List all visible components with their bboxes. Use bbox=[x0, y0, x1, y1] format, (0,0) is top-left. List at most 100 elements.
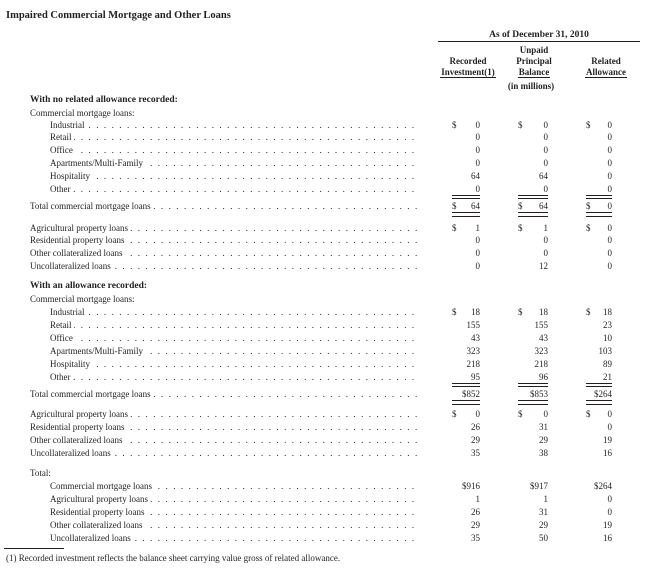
leader-dots: . . . . . . . . . . . . . . . . . . . . … bbox=[30, 248, 420, 258]
leader-dots: . . . . . . . . . . . . . . . . . . . . … bbox=[50, 132, 420, 142]
table-row: Commercial mortgage loans . . . . . . . … bbox=[0, 480, 652, 492]
cell-value: $264 bbox=[594, 389, 612, 399]
table-row: Other collateralized loans . . . . . . .… bbox=[0, 519, 652, 531]
cell-value: 0 bbox=[607, 422, 613, 432]
table-row: Other . . . . . . . . . . . . . . . . . … bbox=[0, 183, 652, 196]
cell-value: $0 bbox=[518, 120, 548, 130]
cell-value: 0 bbox=[518, 183, 548, 196]
cell-value: 31 bbox=[539, 422, 548, 432]
table-row: Agricultural property loans . . . . . . … bbox=[0, 493, 652, 505]
cell-value: 1 bbox=[543, 494, 549, 504]
leader-dots: . . . . . . . . . . . . . . . . . . . . … bbox=[50, 120, 420, 130]
cell-value: 38 bbox=[539, 448, 548, 458]
section-total: Total: bbox=[30, 468, 51, 478]
row-label: Residential property loans . . . . . . .… bbox=[50, 506, 420, 518]
cell-value: $0 bbox=[586, 201, 612, 211]
cell-value: 64 bbox=[539, 171, 548, 181]
dollar-sign: $ bbox=[518, 120, 523, 130]
dollar-sign: $ bbox=[452, 307, 457, 317]
cell-value: 0 bbox=[607, 145, 613, 155]
leader-dots: . . . . . . . . . . . . . . . . . . . . … bbox=[50, 372, 420, 382]
cell-value: 29 bbox=[539, 435, 548, 445]
cell-value: 43 bbox=[471, 333, 480, 343]
cell-value: 96 bbox=[518, 371, 548, 384]
cell-value: 0 bbox=[475, 248, 481, 258]
row-label: Other collateralized loans . . . . . . .… bbox=[30, 435, 420, 445]
cell-value: $0 bbox=[586, 120, 612, 130]
table-row: Retail . . . . . . . . . . . . . . . . .… bbox=[0, 131, 652, 143]
cell-value: $1 bbox=[452, 223, 480, 233]
cell-value: 95 bbox=[452, 371, 480, 384]
cell-value: $64 bbox=[518, 201, 548, 211]
cell-value: $917 bbox=[530, 481, 548, 491]
table-title: Impaired Commercial Mortgage and Other L… bbox=[6, 10, 231, 21]
table-row: Commercial mortgage loans: bbox=[0, 107, 652, 119]
cell-value: 0 bbox=[475, 261, 481, 271]
dollar-sign: $ bbox=[586, 307, 591, 317]
cell-value: 16 bbox=[603, 533, 612, 543]
row-label: Residential property loans . . . . . . .… bbox=[30, 422, 420, 432]
table-row: Hospitality . . . . . . . . . . . . . . … bbox=[0, 170, 652, 182]
as-of-header: As of December 31, 2010 bbox=[438, 30, 640, 42]
section-no-allowance: With no related allowance recorded: bbox=[30, 95, 178, 105]
section-with-allowance: With an allowance recorded: bbox=[30, 281, 148, 291]
row-label: Hospitality . . . . . . . . . . . . . . … bbox=[50, 170, 420, 182]
leader-dots: . . . . . . . . . . . . . . . . . . . . … bbox=[50, 184, 420, 194]
cell-value: 0 bbox=[607, 261, 613, 271]
cell-value: 29 bbox=[539, 520, 548, 530]
row-label: Hospitality . . . . . . . . . . . . . . … bbox=[50, 358, 420, 370]
units-label: (in millions) bbox=[507, 81, 555, 91]
cell-value: $64 bbox=[452, 201, 480, 211]
leader-dots: . . . . . . . . . . . . . . . . . . . . … bbox=[50, 520, 420, 530]
table-row: Office . . . . . . . . . . . . . . . . .… bbox=[0, 332, 652, 344]
row-label: Retail . . . . . . . . . . . . . . . . .… bbox=[50, 319, 420, 331]
leader-dots: . . . . . . . . . . . . . . . . . . . . … bbox=[30, 389, 420, 399]
cell-value: 29 bbox=[471, 435, 480, 445]
table-row: Retail . . . . . . . . . . . . . . . . .… bbox=[0, 319, 652, 331]
cell-value: $0 bbox=[586, 409, 612, 419]
row-label: Total commercial mortgage loans . . . . … bbox=[30, 201, 420, 211]
leader-dots: . . . . . . . . . . . . . . . . . . . . … bbox=[30, 261, 420, 271]
single-rule bbox=[518, 386, 548, 390]
leader-dots: . . . . . . . . . . . . . . . . . . . . … bbox=[50, 533, 420, 543]
cell-value: 0 bbox=[475, 145, 481, 155]
leader-dots: . . . . . . . . . . . . . . . . . . . . … bbox=[50, 158, 420, 168]
table-row: Residential property loans . . . . . . .… bbox=[0, 421, 652, 433]
cell-value: 29 bbox=[471, 520, 480, 530]
table-row: Commercial mortgage loans: bbox=[0, 293, 652, 305]
single-rule bbox=[586, 198, 612, 202]
leader-dots: . . . . . . . . . . . . . . . . . . . . … bbox=[30, 422, 420, 432]
cell-value: 155 bbox=[466, 320, 481, 330]
cell-value: 19 bbox=[603, 435, 612, 445]
row-label: Office . . . . . . . . . . . . . . . . .… bbox=[50, 332, 420, 344]
cell-value: 12 bbox=[539, 261, 548, 271]
cell-value: $916 bbox=[462, 481, 480, 491]
dollar-sign: $ bbox=[518, 307, 523, 317]
footnote-rule bbox=[4, 548, 64, 549]
double-rule bbox=[518, 400, 548, 405]
table-row: Residential property loans . . . . . . .… bbox=[0, 506, 652, 518]
table-row: Uncollateralized loans . . . . . . . . .… bbox=[0, 447, 652, 459]
cell-value: $0 bbox=[452, 409, 480, 419]
dollar-sign: $ bbox=[452, 120, 457, 130]
leader-dots: . . . . . . . . . . . . . . . . . . . . … bbox=[30, 223, 420, 233]
cell-value: $853 bbox=[530, 389, 548, 399]
cell-value: 0 bbox=[475, 158, 481, 168]
cell-value: 323 bbox=[534, 346, 549, 356]
cell-value: 103 bbox=[598, 346, 613, 356]
leader-dots: . . . . . . . . . . . . . . . . . . . . … bbox=[30, 435, 420, 445]
col-header-related-allowance: Related Allowance bbox=[585, 56, 627, 78]
cell-value: 0 bbox=[607, 235, 613, 245]
table-row: Agricultural property loans . . . . . . … bbox=[0, 408, 652, 420]
table-row: Other collateralized loans . . . . . . .… bbox=[0, 247, 652, 259]
cell-value: $18 bbox=[518, 307, 548, 317]
cell-value: $18 bbox=[452, 307, 480, 317]
row-label: Retail . . . . . . . . . . . . . . . . .… bbox=[50, 131, 420, 143]
leader-dots: . . . . . . . . . . . . . . . . . . . . … bbox=[50, 359, 420, 369]
table-row: Industrial . . . . . . . . . . . . . . .… bbox=[0, 119, 652, 131]
cell-value: 10 bbox=[603, 333, 612, 343]
leader-dots: . . . . . . . . . . . . . . . . . . . . … bbox=[30, 448, 420, 458]
table-row: Residential property loans . . . . . . .… bbox=[0, 234, 652, 246]
row-label: Residential property loans . . . . . . .… bbox=[30, 235, 420, 245]
cell-value: 43 bbox=[539, 333, 548, 343]
